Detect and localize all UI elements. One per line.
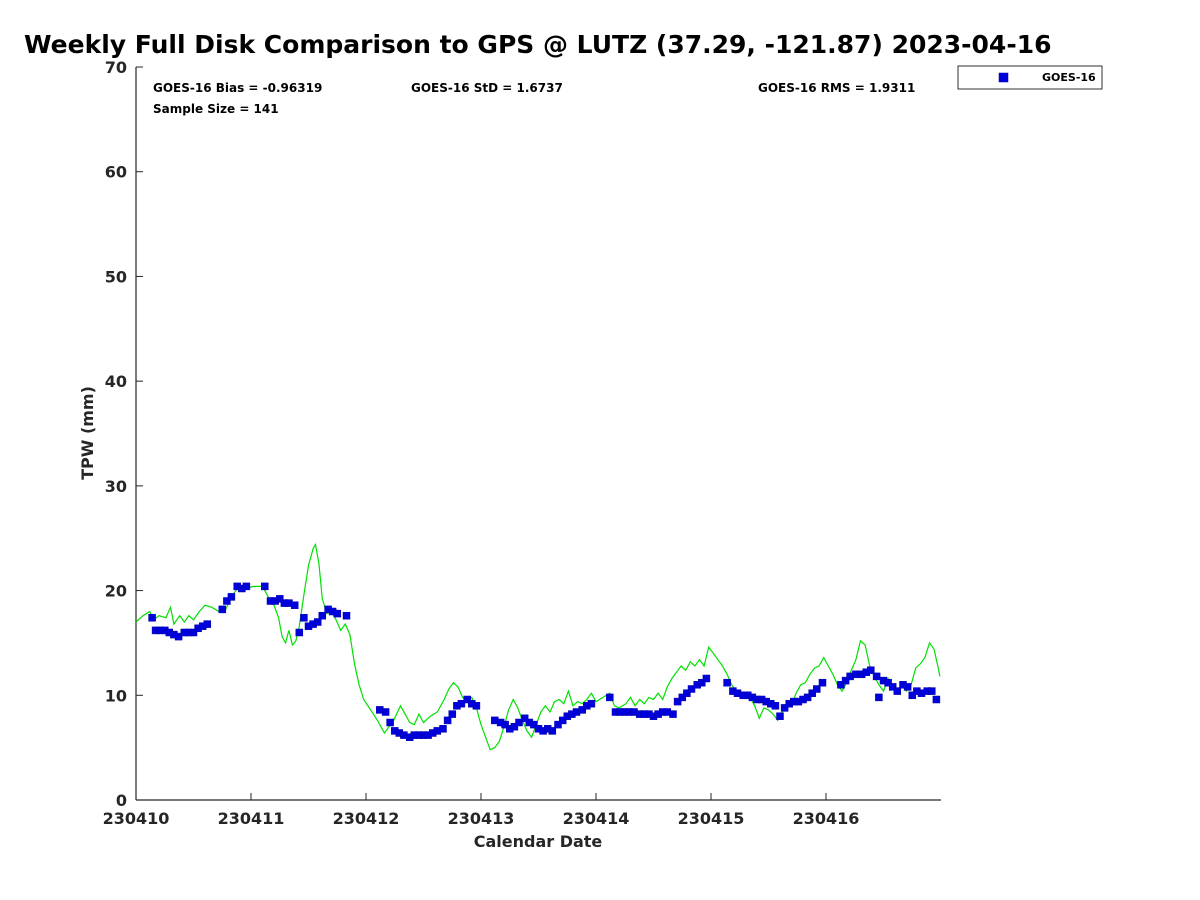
- data-point: [189, 628, 198, 637]
- data-point: [386, 718, 394, 727]
- data-point: [300, 614, 308, 622]
- data-point: [683, 689, 691, 697]
- data-point: [776, 712, 784, 720]
- data-point: [227, 593, 236, 601]
- x-tick-label: 230416: [793, 809, 860, 828]
- data-point: [313, 618, 322, 626]
- chart-title: Weekly Full Disk Comparison to GPS @ LUT…: [24, 30, 1052, 59]
- data-point: [893, 687, 902, 695]
- data-point: [333, 609, 342, 618]
- y-tick-label: 70: [105, 58, 127, 77]
- legend: GOES-16: [957, 65, 1103, 90]
- data-point: [223, 597, 231, 605]
- x-tick-label: 230412: [333, 809, 400, 828]
- data-point: [342, 611, 351, 620]
- data-point: [448, 710, 457, 718]
- data-point: [558, 716, 567, 725]
- data-point: [318, 611, 327, 620]
- plot-frame: [135, 67, 941, 801]
- data-point: [928, 687, 936, 695]
- data-point: [578, 706, 586, 714]
- y-tick-label: 30: [105, 477, 127, 496]
- data-point: [439, 725, 447, 733]
- data-point: [908, 691, 917, 700]
- data-point: [443, 716, 452, 725]
- data-point: [515, 718, 523, 727]
- y-tick-label: 10: [105, 686, 127, 705]
- x-tick-label: 230413: [448, 809, 515, 828]
- data-point: [808, 689, 816, 697]
- y-axis: 0 10 20 30 40 50 60 70: [105, 58, 143, 810]
- gps-line-series: [135, 542, 941, 751]
- data-point: [687, 685, 696, 693]
- legend-label-goes16: GOES-16: [1042, 71, 1096, 84]
- data-point: [381, 708, 390, 716]
- data-point: [771, 702, 780, 710]
- data-point: [520, 714, 529, 723]
- data-point: [457, 699, 466, 708]
- data-point: [841, 676, 850, 685]
- std-stat: GOES-16 StD = 1.6737: [411, 81, 563, 95]
- y-tick-label: 0: [116, 791, 127, 810]
- data-point: [888, 683, 897, 691]
- legend-box: [957, 65, 1103, 90]
- y-tick-label: 40: [105, 372, 127, 391]
- data-point: [702, 674, 711, 683]
- sample-size-stat: Sample Size = 141: [153, 102, 279, 116]
- data-point: [606, 693, 614, 702]
- data-point: [884, 678, 892, 687]
- data-point: [673, 697, 682, 706]
- data-point: [148, 614, 156, 622]
- data-point: [723, 678, 731, 687]
- y-tick-label: 60: [105, 163, 127, 182]
- y-tick-label: 20: [105, 582, 127, 601]
- x-tick-label: 230414: [563, 809, 630, 828]
- data-point: [290, 601, 299, 609]
- data-point: [501, 720, 509, 729]
- data-point: [837, 681, 845, 689]
- x-tick-label: 230411: [218, 809, 285, 828]
- data-point: [472, 702, 481, 710]
- data-point: [242, 582, 251, 591]
- x-tick-label: 230410: [103, 809, 170, 828]
- data-point: [174, 632, 183, 641]
- y-axis-label: TPW (mm): [78, 386, 97, 480]
- data-point: [818, 678, 827, 687]
- data-point: [678, 693, 687, 702]
- data-point: [587, 699, 596, 708]
- data-point: [276, 595, 284, 603]
- data-point: [872, 672, 881, 681]
- data-point: [218, 605, 227, 614]
- x-tick-label: 230415: [678, 809, 745, 828]
- data-point: [261, 582, 269, 591]
- data-point: [780, 704, 789, 712]
- x-axis: 230410 230411 230412 230413 230414 230415 2304…: [103, 793, 860, 828]
- data-point: [295, 628, 304, 637]
- data-point: [530, 720, 538, 729]
- data-point: [463, 695, 471, 704]
- data-point: [510, 722, 519, 731]
- data-point: [548, 727, 557, 735]
- x-axis-label: Calendar Date: [474, 832, 603, 851]
- bias-stat: GOES-16 Bias = -0.96319: [153, 81, 322, 95]
- rms-stat: GOES-16 RMS = 1.9311: [758, 81, 915, 95]
- data-point: [867, 666, 875, 674]
- data-point: [903, 683, 912, 691]
- legend-marker-icon: [998, 72, 1009, 83]
- goes16-marker-series: [148, 582, 941, 741]
- data-point: [698, 678, 706, 687]
- data-point: [669, 710, 677, 718]
- y-tick-label: 50: [105, 267, 127, 286]
- data-point: [203, 620, 212, 628]
- data-point: [803, 693, 812, 702]
- data-point: [932, 695, 941, 704]
- gps-line: [135, 542, 941, 751]
- data-point: [875, 693, 883, 702]
- data-point: [554, 720, 562, 729]
- data-point: [813, 685, 821, 693]
